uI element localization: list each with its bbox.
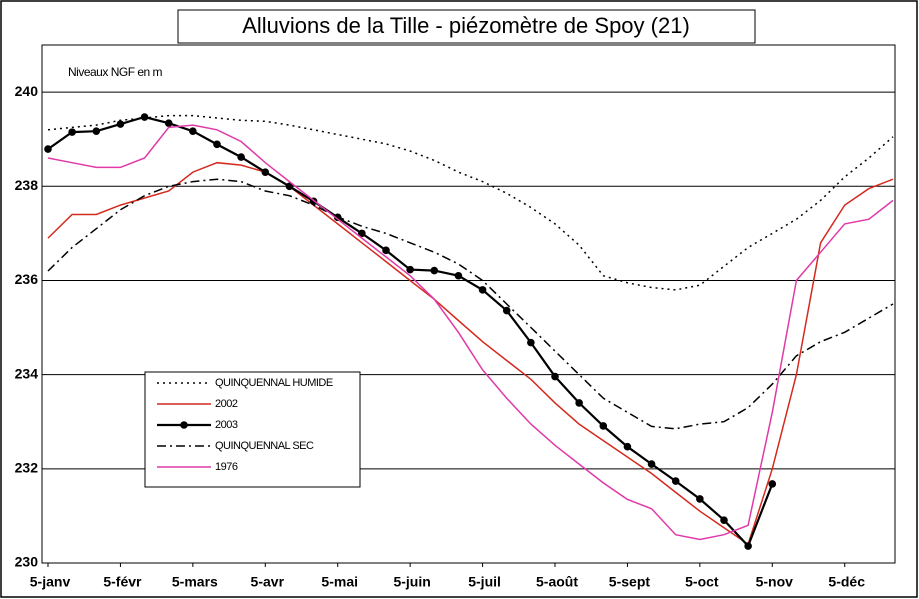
x-tick-label: 5-sept [609, 574, 651, 590]
y-tick-label: 232 [15, 460, 39, 476]
legend-label: 2002 [215, 398, 238, 410]
data-point [623, 442, 632, 451]
data-point [382, 246, 390, 255]
data-point [527, 338, 535, 347]
data-point [575, 399, 583, 407]
data-point [44, 145, 52, 153]
legend-label: 2003 [215, 419, 238, 431]
data-point [237, 153, 245, 161]
data-point [478, 286, 487, 294]
data-point [720, 516, 728, 524]
series-line [47, 161, 894, 546]
legend-marker [180, 421, 188, 429]
data-point [430, 266, 439, 275]
y-tick-label: 240 [15, 83, 39, 99]
series-line [47, 124, 894, 541]
data-point [140, 113, 149, 121]
y-tick-label: 234 [15, 365, 39, 381]
data-point [68, 128, 76, 136]
x-tick-label: 5-juil [468, 574, 501, 590]
y-tick-label: 236 [15, 271, 39, 287]
x-tick-label: 5-oct [685, 574, 719, 590]
data-point [406, 265, 414, 274]
x-tick-label: 5-déc [828, 574, 865, 590]
series-line [47, 114, 894, 291]
annotation: Niveaux NGF en m [68, 65, 163, 79]
legend-label: 1976 [215, 461, 238, 473]
title-box [177, 9, 756, 44]
legend-box [144, 371, 361, 488]
data-point [768, 480, 777, 488]
data-point [164, 119, 173, 127]
x-tick-label: 5-août [536, 574, 578, 590]
x-tick-label: 5-janv [30, 574, 71, 590]
data-point [744, 542, 752, 550]
data-point [189, 127, 197, 135]
x-tick-label: 5-mai [321, 574, 358, 590]
data-point [647, 460, 656, 468]
chart-title: Alluvions de la Tille - piézomètre de Sp… [242, 13, 690, 38]
x-tick-label: 5-juin [393, 574, 430, 590]
y-tick-label: 230 [15, 554, 39, 570]
data-point [92, 127, 101, 135]
data-point [261, 168, 270, 176]
data-point [358, 229, 366, 238]
legend-label: QUINQUENNAL SEC [215, 440, 314, 452]
x-tick-label: 5-févr [103, 574, 142, 590]
x-tick-label: 5-avr [251, 574, 285, 590]
data-point [116, 120, 125, 128]
data-point [671, 477, 680, 485]
x-tick-label: 5-mars [172, 574, 218, 590]
data-point [213, 140, 221, 149]
series-line [47, 178, 894, 430]
data-point [551, 372, 559, 381]
x-tick-label: 5-nov [756, 574, 794, 590]
y-tick-label: 238 [15, 177, 39, 193]
data-point [502, 306, 511, 315]
data-point [696, 495, 704, 503]
data-point [599, 422, 608, 430]
data-point [454, 271, 463, 280]
legend-label: QUINQUENNAL HUMIDE [215, 377, 333, 389]
data-point [285, 182, 294, 191]
